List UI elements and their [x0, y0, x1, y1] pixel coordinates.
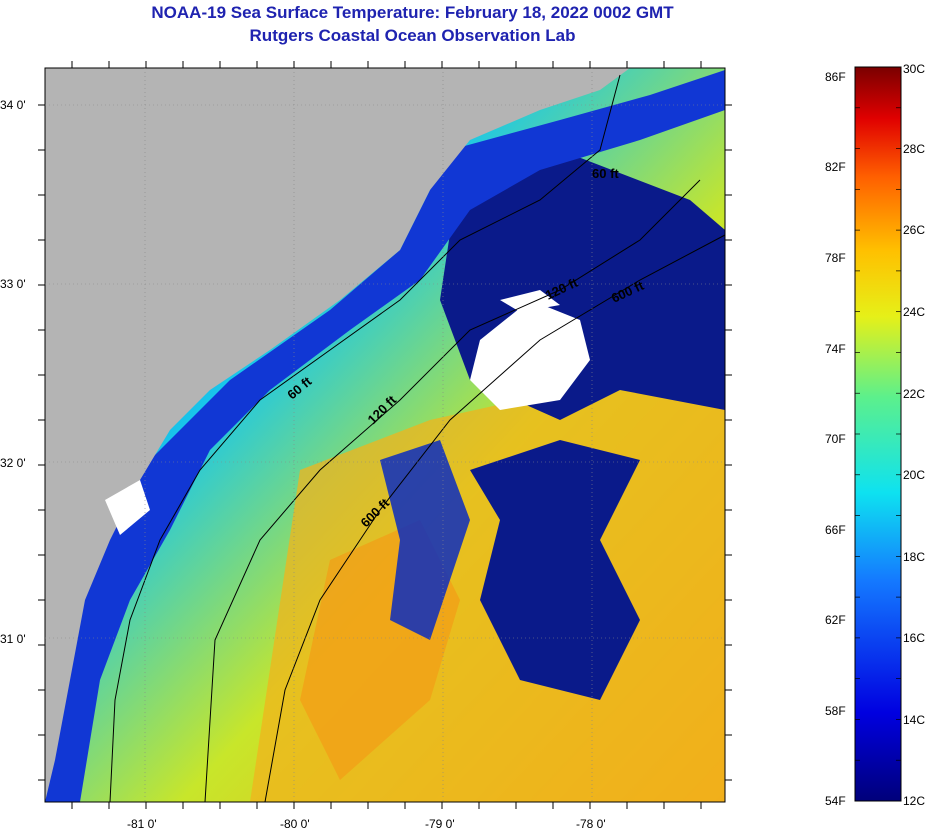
isobath-60ft — [109, 74, 621, 802]
colorbar-c-label: 28C — [903, 142, 926, 156]
lat-label: 33 0' — [0, 277, 26, 291]
colorbar-ticks — [855, 66, 901, 761]
lon-label: -79 0' — [425, 817, 455, 831]
colorbar-f-label: 66F — [825, 523, 846, 537]
isobath-label: 60 ft — [592, 166, 619, 181]
lon-label: -78 0' — [576, 817, 606, 831]
cloud-cover — [500, 290, 560, 312]
colorbar — [854, 66, 902, 802]
lon-label: -80 0' — [280, 817, 310, 831]
cold-water-patch — [380, 440, 470, 640]
land-mass — [45, 68, 630, 802]
colorbar-c-label: 20C — [903, 468, 926, 482]
colorbar-c-label: 14C — [903, 713, 926, 727]
colorbar-c-label: 30C — [903, 62, 926, 76]
isobath-120ft — [204, 179, 701, 802]
map-subtitle: Rutgers Coastal Ocean Observation Lab — [249, 26, 576, 45]
colorbar-c-label: 18C — [903, 550, 926, 564]
colorbar-f-label: 70F — [825, 432, 846, 446]
colorbar-f-label: 82F — [825, 160, 846, 174]
colorbar-f-label: 78F — [825, 251, 846, 265]
lon-label: -81 0' — [127, 817, 157, 831]
lat-label: 31 0' — [0, 632, 26, 646]
map-frame — [44, 67, 726, 803]
colorbar-c-label: 24C — [903, 305, 926, 319]
colorbar-f-label: 54F — [825, 794, 846, 808]
cloud-cover — [105, 480, 150, 535]
colorbar-f-label: 86F — [825, 70, 846, 84]
colorbar-c-label: 26C — [903, 223, 926, 237]
axis-ticks — [38, 61, 732, 809]
colorbar-f-label: 74F — [825, 342, 846, 356]
lat-label: 32 0' — [0, 456, 26, 470]
colorbar-f-label: 62F — [825, 613, 846, 627]
cold-water-patch — [470, 440, 640, 700]
lat-label: 34 0' — [0, 98, 26, 112]
colorbar-f-label: 58F — [825, 704, 846, 718]
map-title: NOAA-19 Sea Surface Temperature: Februar… — [151, 3, 674, 22]
colorbar-c-label: 16C — [903, 631, 926, 645]
nearshore-cold-band — [45, 70, 725, 802]
colorbar-c-label: 22C — [903, 387, 926, 401]
colorbar-c-label: 12C — [903, 794, 926, 808]
isobath-600ft — [264, 234, 725, 802]
